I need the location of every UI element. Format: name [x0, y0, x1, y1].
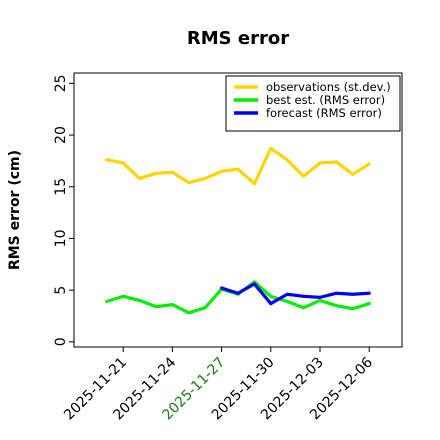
- y-tick-label: 0: [53, 337, 69, 346]
- legend-box: [225, 75, 401, 132]
- y-tick-label: 20: [53, 126, 69, 144]
- series-line-1: [105, 146, 371, 186]
- legend-entry: best est. (RMS error): [266, 93, 385, 107]
- series-lines: [105, 146, 371, 315]
- y-axis-label: RMS error (cm): [7, 150, 23, 270]
- y-tick-label: 10: [53, 230, 69, 248]
- series-line-2: [105, 280, 371, 315]
- legend-entry: observations (st.dev.): [266, 80, 391, 94]
- y-tick-label: 15: [53, 178, 69, 196]
- plot-frame: [73, 72, 403, 348]
- legend-entry: forecast (RMS error): [266, 106, 382, 120]
- legend: observations (st.dev.)best est. (RMS err…: [225, 75, 401, 132]
- y-tick-label: 5: [53, 286, 69, 295]
- plot-area: [73, 72, 403, 348]
- series-line-3: [220, 282, 371, 306]
- chart-title: RMS error: [187, 28, 289, 49]
- y-tick-label: 25: [53, 74, 69, 92]
